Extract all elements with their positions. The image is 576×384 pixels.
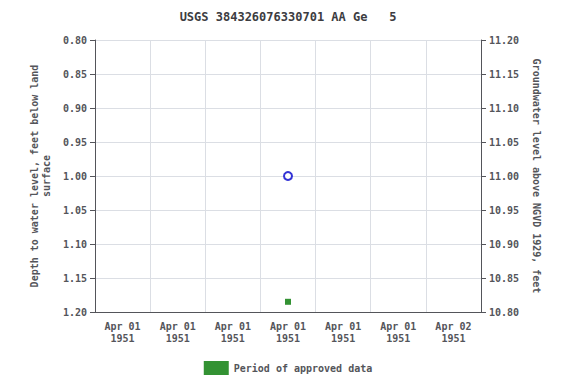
svg-text:0.90: 0.90 xyxy=(63,103,87,114)
svg-text:10.90: 10.90 xyxy=(489,239,519,250)
svg-text:10.85: 10.85 xyxy=(489,273,519,284)
svg-text:10.80: 10.80 xyxy=(489,307,519,318)
svg-text:1.20: 1.20 xyxy=(63,307,87,318)
svg-text:1951: 1951 xyxy=(221,333,245,344)
svg-text:10.95: 10.95 xyxy=(489,205,519,216)
svg-text:11.15: 11.15 xyxy=(489,69,519,80)
svg-text:Apr 02: Apr 02 xyxy=(435,321,471,332)
svg-text:Period of approved data: Period of approved data xyxy=(234,363,372,374)
svg-text:1.15: 1.15 xyxy=(63,273,87,284)
svg-text:0.80: 0.80 xyxy=(63,35,87,46)
svg-text:11.20: 11.20 xyxy=(489,35,519,46)
svg-text:1951: 1951 xyxy=(166,333,190,344)
svg-text:surface: surface xyxy=(41,155,52,197)
svg-text:0.85: 0.85 xyxy=(63,69,87,80)
svg-text:Apr 01: Apr 01 xyxy=(380,321,416,332)
svg-text:USGS 384326076330701 AA Ge 5: USGS 384326076330701 AA Ge 5 xyxy=(180,10,397,24)
svg-text:1.10: 1.10 xyxy=(63,239,87,250)
svg-text:Groundwater level above NGVD 1: Groundwater level above NGVD 1929, feet xyxy=(531,59,542,294)
svg-text:1.00: 1.00 xyxy=(63,171,87,182)
svg-text:1951: 1951 xyxy=(331,333,355,344)
svg-text:1951: 1951 xyxy=(276,333,300,344)
svg-text:Apr 01: Apr 01 xyxy=(270,321,306,332)
svg-text:1951: 1951 xyxy=(111,333,135,344)
svg-text:Apr 01: Apr 01 xyxy=(325,321,361,332)
svg-text:Depth to water level, feet bel: Depth to water level, feet below land xyxy=(29,65,40,288)
svg-text:Apr 01: Apr 01 xyxy=(105,321,141,332)
svg-text:0.95: 0.95 xyxy=(63,137,87,148)
svg-text:Apr 01: Apr 01 xyxy=(215,321,251,332)
svg-text:1.05: 1.05 xyxy=(63,205,87,216)
svg-text:11.10: 11.10 xyxy=(489,103,519,114)
svg-text:1951: 1951 xyxy=(441,333,465,344)
svg-text:1951: 1951 xyxy=(386,333,410,344)
svg-text:Apr 01: Apr 01 xyxy=(160,321,196,332)
svg-text:11.05: 11.05 xyxy=(489,137,519,148)
svg-text:11.00: 11.00 xyxy=(489,171,519,182)
